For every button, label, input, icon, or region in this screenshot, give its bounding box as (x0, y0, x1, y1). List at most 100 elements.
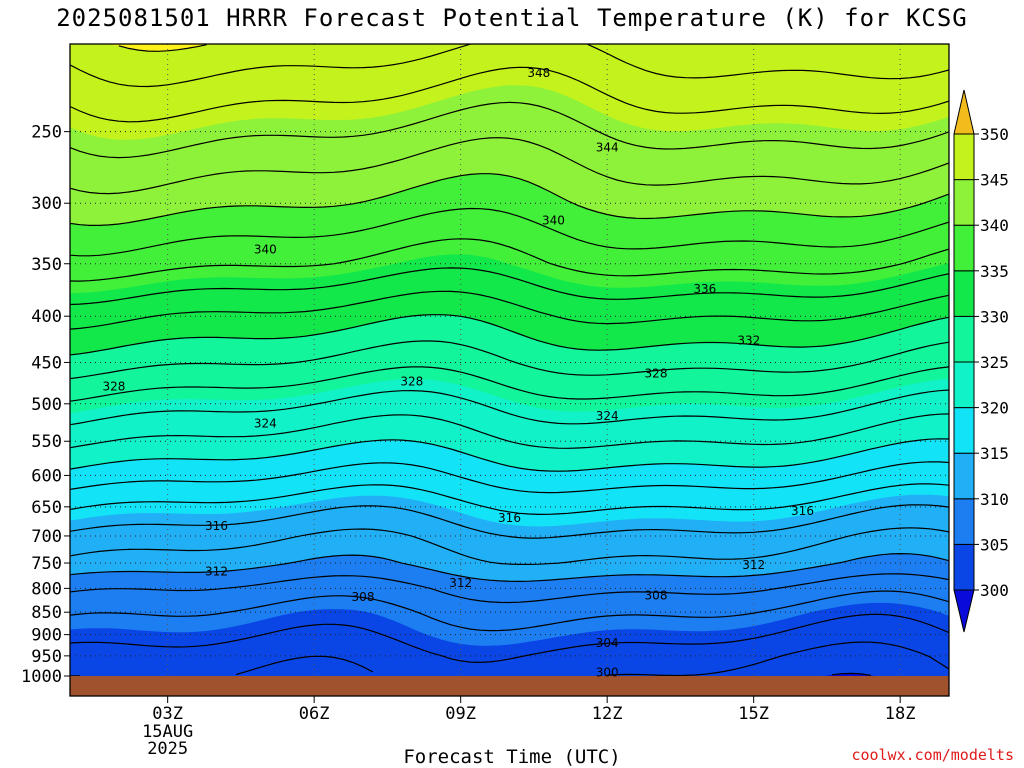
contour-label: 340 (254, 242, 277, 256)
contour-308 (70, 573, 949, 604)
x-tick-label: 12Z (592, 704, 623, 724)
colorbar-tick-label: 335 (980, 262, 1009, 281)
contour-label: 324 (596, 409, 619, 423)
x-tick-label: 15Z (738, 704, 769, 724)
contour-338 (70, 207, 949, 257)
x-tick-label: 18Z (885, 704, 916, 724)
y-tick-label: 750 (31, 554, 62, 574)
contour-318 (70, 461, 949, 494)
y-tick-label: 550 (31, 432, 62, 452)
theta-contours (70, 44, 949, 676)
colorbar-tick-label: 320 (980, 399, 1009, 418)
x-tick-label: 06Z (299, 704, 330, 724)
contour-304 (70, 613, 949, 664)
contour-label: 344 (596, 141, 619, 155)
theta-band-above-350 (70, 44, 949, 52)
contour-350 (118, 44, 207, 52)
y-tick-label: 450 (31, 353, 62, 373)
contour-label: 328 (645, 366, 668, 380)
colorbar-swatch-340-345 (953, 179, 975, 226)
x-tick-label: 03Z (152, 704, 183, 724)
y-axis: 250 300 350 400 450 500 550 600 650 700 750 800 850 9… (21, 123, 70, 687)
contour-label: 348 (527, 66, 550, 80)
theta-band-below-300 (70, 673, 949, 676)
colorbar-extend-top (953, 89, 975, 135)
y-tick-label: 1000 (21, 667, 62, 687)
colorbar-swatch-345-350 (953, 133, 975, 181)
contour-label: 312 (449, 576, 472, 590)
contour-label: 316 (791, 504, 814, 518)
contour-314 (70, 504, 949, 539)
y-tick-label: 500 (31, 395, 62, 415)
contour-label: 308 (352, 590, 375, 604)
contour-306 (70, 590, 949, 632)
theta-band-345-350 (70, 44, 949, 140)
colorbar-swatch-305-310 (953, 498, 975, 545)
contour-label: 316 (205, 519, 228, 533)
colorbar-tick-label: 340 (980, 216, 1009, 235)
colorbar-tick-label: 300 (980, 581, 1009, 600)
contour-312 (70, 527, 949, 565)
y-tick-label: 400 (31, 307, 62, 327)
colorbar-tick-label: 315 (980, 444, 1009, 463)
colorbar-swatch-330-335 (953, 270, 975, 317)
y-tick-label: 350 (31, 255, 62, 275)
colorbar-swatch-310-315 (953, 452, 975, 500)
contour-label: 316 (498, 511, 521, 525)
contour-310 (70, 552, 949, 583)
contour-label: 324 (254, 416, 277, 430)
contour-336 (70, 238, 949, 282)
contour-300 (831, 672, 871, 676)
contour-328 (70, 340, 949, 380)
contour-label: 340 (542, 213, 565, 227)
colorbar: 300 305 310 315 320 325 330 335 340 345 350 (953, 89, 1009, 633)
contour-label: 332 (737, 333, 760, 347)
credit-link[interactable]: coolwx.com/modelts (851, 746, 1014, 764)
plot-border (69, 43, 950, 697)
x-axis-title: Forecast Time (UTC) (403, 746, 621, 768)
y-tick-label: 800 (31, 579, 62, 599)
contour-334 (70, 267, 949, 306)
contour-330 (70, 314, 949, 356)
ground-strip (70, 676, 949, 696)
contour-label: 312 (742, 558, 765, 572)
contour-346 (70, 66, 949, 123)
y-tick-label: 250 (31, 123, 62, 143)
contour-340 (70, 173, 949, 226)
contour-label: 312 (205, 564, 228, 578)
contour-348 (70, 44, 949, 88)
contour-316 (70, 483, 949, 516)
colorbar-tick-label: 330 (980, 307, 1009, 326)
contour-label: 304 (596, 636, 619, 650)
contour-label: 336 (693, 282, 716, 296)
contour-label: 328 (102, 380, 125, 394)
contour-326 (70, 366, 949, 402)
y-tick-label: 600 (31, 466, 62, 486)
ground-below-surface (70, 676, 949, 696)
colorbar-tick-label: 305 (980, 535, 1009, 554)
contour-344 (70, 101, 949, 159)
contour-320 (70, 438, 949, 472)
colorbar-extend-bottom (953, 589, 975, 633)
contour-labels: 348 344 340 340 336 332 328 328 328 324 324 316 316 3… (102, 66, 814, 680)
x-tick-sublabel: 15AUG (142, 722, 193, 742)
contour-332 (70, 290, 949, 330)
colorbar-swatch-315-320 (953, 407, 975, 454)
plot-frame (69, 43, 950, 697)
colorbar-swatch-325-330 (953, 315, 975, 363)
x-tick-label: 09Z (445, 704, 476, 724)
y-tick-label: 700 (31, 527, 62, 547)
y-tick-label: 900 (31, 626, 62, 646)
contour-302 (70, 641, 949, 676)
y-tick-label: 300 (31, 194, 62, 214)
y-tick-label: 650 (31, 498, 62, 518)
colorbar-tick-label: 350 (980, 125, 1009, 144)
colorbar-tick-label: 310 (980, 490, 1009, 509)
contour-label: 328 (400, 375, 423, 389)
contour-342 (70, 137, 949, 195)
colorbar-swatch-335-340 (953, 224, 975, 272)
colorbar-swatch-300-305 (953, 543, 975, 591)
colorbar-swatch-320-325 (953, 361, 975, 409)
